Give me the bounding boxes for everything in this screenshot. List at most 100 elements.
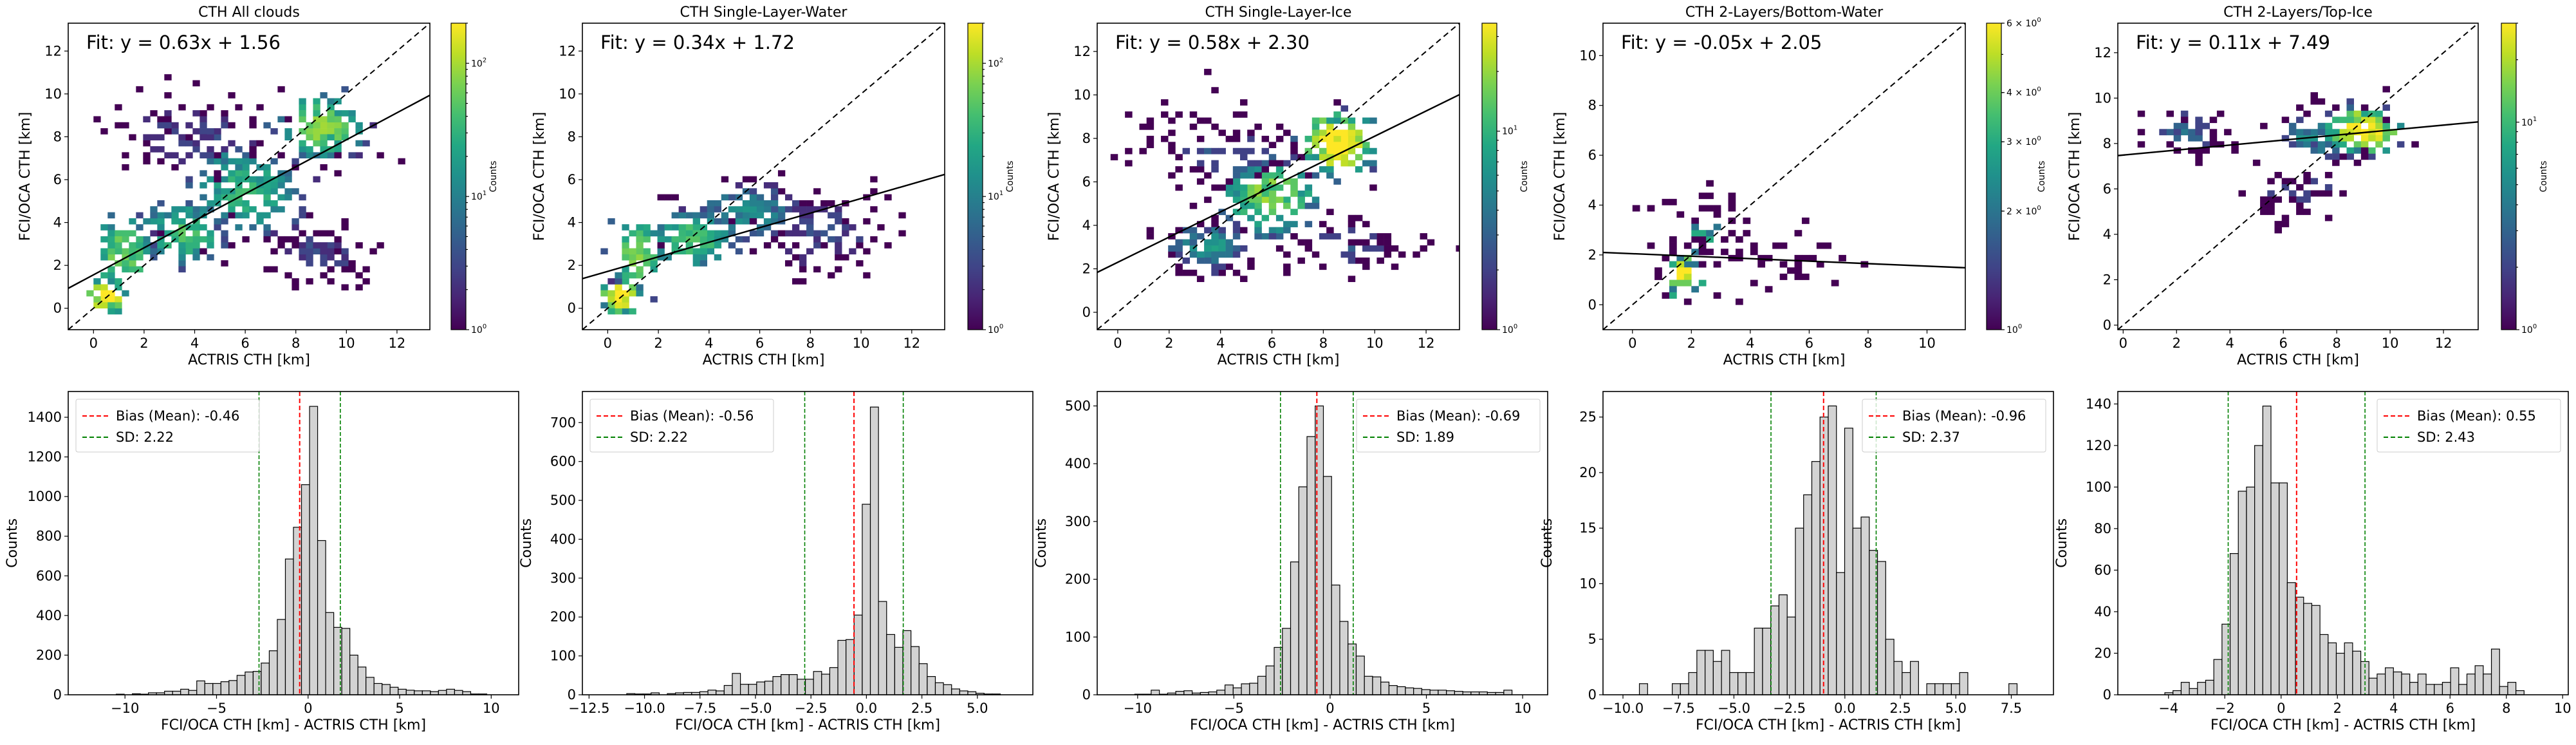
heatmap-cell xyxy=(1261,178,1270,185)
heatmap-cell xyxy=(1196,233,1205,240)
heatmap-cell xyxy=(157,242,165,249)
heatmap-cell xyxy=(178,134,186,141)
fit-line xyxy=(1097,93,1459,274)
y-tick-label: 40 xyxy=(2094,604,2111,619)
heatmap-cell xyxy=(1254,196,1262,203)
heatmap-cell xyxy=(2303,190,2311,197)
heatmap-cell xyxy=(1146,135,1154,142)
histogram-bar xyxy=(1446,690,1455,695)
heatmap-cell xyxy=(2274,196,2282,203)
heatmap-cell xyxy=(1225,214,1234,222)
heatmap-cell xyxy=(700,260,708,267)
fit-equation-label: Fit: y = 0.58x + 2.30 xyxy=(1115,32,1310,53)
heatmap-cell xyxy=(1297,172,1305,179)
histogram-bar xyxy=(1885,639,1895,695)
histogram-bar xyxy=(2458,684,2468,695)
y-tick-label: 15 xyxy=(1579,520,1597,536)
heatmap-cell xyxy=(327,104,335,111)
heatmap-cell xyxy=(1333,99,1341,106)
heatmap-cell xyxy=(256,176,264,183)
colorbar-tick-label: 6 × 100 xyxy=(2006,17,2041,29)
heatmap-cell xyxy=(1225,184,1234,191)
y-tick-label: 400 xyxy=(550,531,576,547)
heatmap-cell xyxy=(100,128,108,135)
heatmap-cell xyxy=(334,170,342,176)
heatmap-cell xyxy=(1175,227,1183,234)
y-tick-label: 6 xyxy=(568,172,576,187)
heatmap-cell xyxy=(1297,202,1305,209)
heatmap-cell xyxy=(1333,147,1341,155)
heatmap-cell xyxy=(1391,263,1399,270)
heatmap-cell xyxy=(1333,178,1341,185)
heatmap-cell xyxy=(2375,117,2383,124)
heatmap-cell xyxy=(607,308,615,315)
histogram-bar xyxy=(1282,628,1292,695)
histogram-bar xyxy=(2205,679,2214,695)
x-tick-label: 0 xyxy=(2277,701,2285,716)
heatmap-cell xyxy=(2267,178,2275,185)
heatmap-cell xyxy=(870,236,878,243)
heatmap-cell xyxy=(299,206,306,212)
x-tick-label: 6 xyxy=(1805,335,1813,351)
heatmap-cell xyxy=(164,212,172,219)
heatmap-cell xyxy=(199,248,207,255)
colorbar-label: Counts xyxy=(1005,161,1015,193)
heatmap-cell xyxy=(143,134,151,141)
heatmap-cell xyxy=(685,242,693,249)
heatmap-cell xyxy=(770,182,779,189)
heatmap-cell xyxy=(1831,279,1839,287)
heatmap-cell xyxy=(1340,142,1349,149)
histogram-bar xyxy=(716,690,725,695)
heatmap-cell xyxy=(671,242,679,249)
x-tick-label: 2 xyxy=(2173,335,2181,351)
heatmap-cell xyxy=(228,170,236,176)
heatmap-cell xyxy=(749,176,757,183)
heatmap-cell xyxy=(2288,196,2297,203)
colorbar-label: Counts xyxy=(2037,161,2047,193)
heatmap-cell xyxy=(1691,236,1700,243)
histogram-bar xyxy=(2434,684,2443,695)
heatmap-cell xyxy=(1333,135,1341,142)
heatmap-cell xyxy=(2267,196,2275,203)
heatmap-cell xyxy=(341,218,349,225)
heatmap-cell xyxy=(214,158,221,165)
heatmap-cell xyxy=(277,152,285,159)
heatmap-cell xyxy=(784,194,793,201)
heatmap-cell xyxy=(1225,178,1234,185)
y-tick-label: 12 xyxy=(2094,45,2111,61)
heatmap-cell xyxy=(136,224,144,231)
heatmap-cell xyxy=(1683,242,1692,249)
heatmap-cell xyxy=(185,200,193,207)
histogram-bar xyxy=(1265,665,1275,695)
heatmap-cell xyxy=(2360,135,2369,142)
heatmap-cell xyxy=(1326,209,1334,216)
heatmap-cell xyxy=(164,152,172,159)
heatmap-cell xyxy=(763,206,772,212)
x-tick-label: 8 xyxy=(2502,701,2510,716)
heatmap-cell xyxy=(2195,129,2203,136)
heatmap-cell xyxy=(2209,141,2218,148)
x-tick-label: 4 xyxy=(190,335,199,351)
heatmap-cell xyxy=(192,206,200,212)
heatmap-cell xyxy=(1340,160,1349,167)
heatmap-cell xyxy=(1362,263,1370,270)
histogram-bar xyxy=(1828,405,1837,695)
heatmap-cell xyxy=(678,230,686,237)
y-axis-label: FCI/OCA CTH [km] xyxy=(2067,112,2083,241)
heatmap-cell xyxy=(1706,230,1714,237)
heatmap-cell xyxy=(320,248,328,255)
y-tick-label: 80 xyxy=(2094,521,2111,536)
heatmap-cell xyxy=(1240,147,1248,155)
heatmap-cell xyxy=(2332,129,2340,136)
heatmap-cell xyxy=(334,116,342,123)
heatmap-cell xyxy=(306,236,313,243)
heatmap-cell xyxy=(334,260,342,267)
heatmap-cell xyxy=(792,200,800,207)
heatmap-cell xyxy=(348,152,356,159)
histogram-bar xyxy=(829,667,839,695)
heatmap-cell xyxy=(721,230,729,237)
heatmap-cell xyxy=(2332,159,2340,166)
heatmap-cell xyxy=(849,248,857,255)
heatmap-cell xyxy=(749,230,757,237)
